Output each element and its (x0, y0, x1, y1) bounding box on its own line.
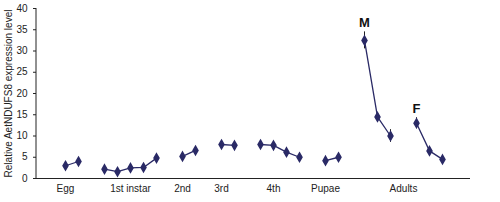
svg-text:M: M (359, 15, 370, 30)
svg-text:F: F (413, 101, 421, 116)
svg-text:Pupae: Pupae (311, 183, 340, 194)
svg-text:25: 25 (16, 66, 28, 77)
svg-text:Adults: Adults (390, 183, 418, 194)
svg-text:4th: 4th (267, 183, 281, 194)
svg-text:1st instar: 1st instar (110, 183, 151, 194)
svg-text:10: 10 (16, 130, 28, 141)
svg-text:15: 15 (16, 109, 28, 120)
svg-text:3rd: 3rd (214, 183, 228, 194)
svg-text:0: 0 (22, 173, 28, 184)
svg-text:5: 5 (22, 151, 28, 162)
svg-text:30: 30 (16, 45, 28, 56)
svg-text:40: 40 (16, 3, 28, 14)
svg-text:Egg: Egg (57, 183, 75, 194)
svg-text:35: 35 (16, 24, 28, 35)
svg-text:Relative AetNDUFS8 expression: Relative AetNDUFS8 expression level (3, 10, 14, 178)
svg-text:2nd: 2nd (174, 183, 191, 194)
svg-text:20: 20 (16, 88, 28, 99)
